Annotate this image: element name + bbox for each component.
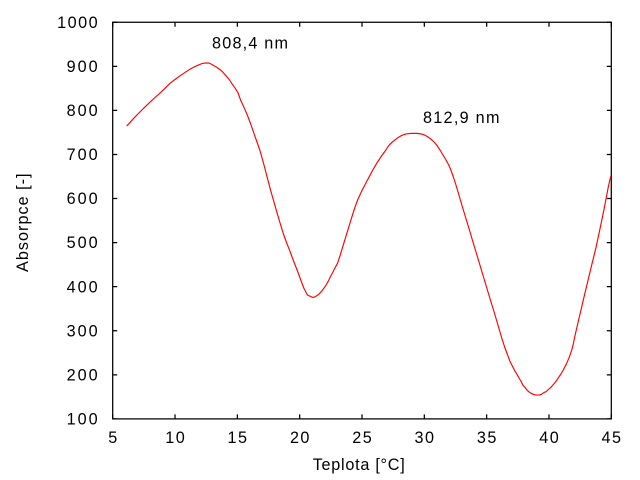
svg-text:808,4 nm: 808,4 nm [212,34,288,52]
svg-text:300: 300 [67,322,98,340]
svg-text:812,9 nm: 812,9 nm [423,109,500,127]
svg-text:25: 25 [352,429,372,447]
svg-text:200: 200 [67,366,98,384]
svg-text:5: 5 [108,429,117,447]
svg-text:400: 400 [67,278,98,296]
svg-text:100: 100 [67,411,98,429]
svg-text:900: 900 [67,58,98,76]
svg-text:700: 700 [67,146,98,164]
svg-text:1000: 1000 [57,14,98,32]
svg-text:600: 600 [67,190,98,208]
svg-text:Absorpce [-]: Absorpce [-] [14,173,32,272]
svg-text:15: 15 [228,429,248,447]
svg-text:800: 800 [67,102,98,120]
svg-text:45: 45 [602,429,622,447]
svg-text:500: 500 [67,234,98,252]
svg-text:20: 20 [290,429,310,447]
svg-text:10: 10 [165,429,185,447]
svg-text:40: 40 [539,429,559,447]
svg-text:30: 30 [415,429,435,447]
svg-text:Teplota [°C]: Teplota [°C] [313,456,405,474]
svg-text:35: 35 [477,429,497,447]
